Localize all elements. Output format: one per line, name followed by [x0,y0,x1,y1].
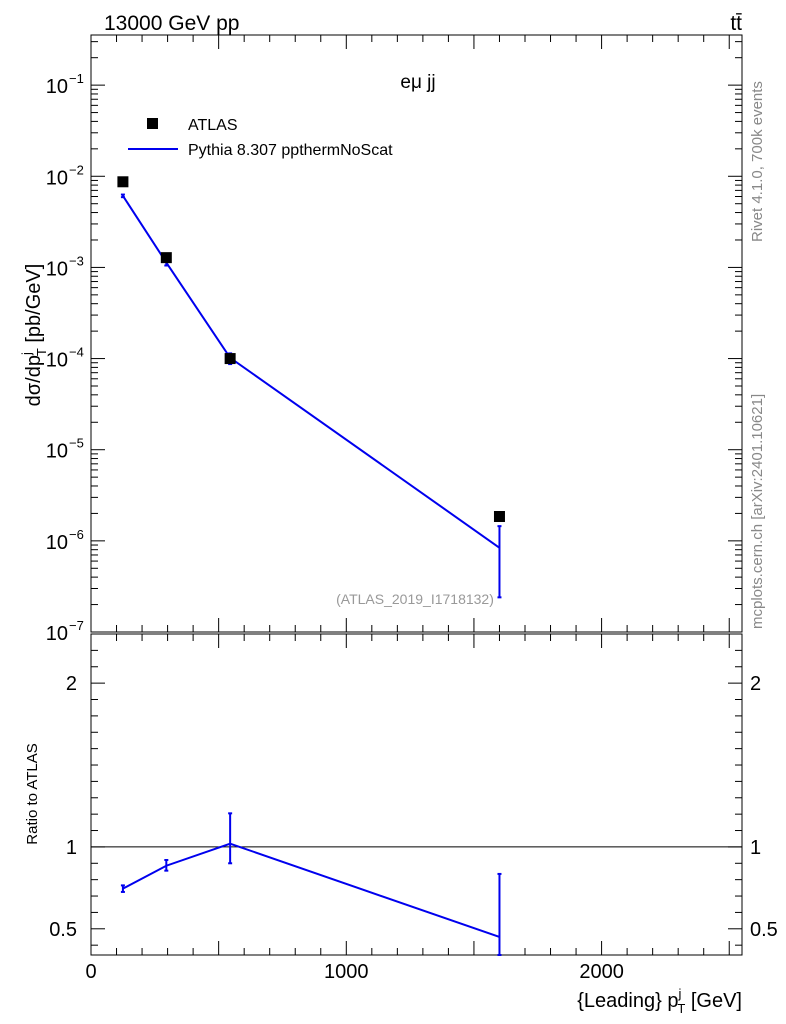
rivet-label: Rivet 4.1.0, 700k events [749,81,766,242]
ratio-y-tick-label-left: 2 [66,673,77,695]
main-y-tick-exponent: −1 [69,71,84,86]
atlas-data-point [224,353,236,365]
legend-atlas-marker [147,118,158,129]
main-y-tick-label: 10 [46,441,68,463]
atlas-data-point [493,511,505,523]
legend-atlas-label: ATLAS [188,117,238,134]
main-y-tick-labels: 10−710−610−510−410−310−210−1 [46,71,84,645]
legend: ATLAS Pythia 8.307 ppthermNoScat [128,117,393,159]
ratio-axis-ticks [90,634,742,955]
atlas-data-point [117,176,129,188]
main-y-tick-exponent: −6 [69,527,84,542]
ratio-mc-series [120,812,502,956]
legend-pythia-label: Pythia 8.307 ppthermNoScat [188,142,393,159]
main-y-tick-label: 10 [46,532,68,554]
ratio-y-tick-label-right: 1 [750,837,761,859]
analysis-watermark: (ATLAS_2019_I1718132) [336,591,494,607]
ratio-y-tick-label-left: 0.5 [49,919,77,941]
ratio-y-tick-labels: 0.5 0.5 1 1 2 2 [49,673,778,941]
main-y-axis-label: dσ/dpjT [pb/GeV] [19,264,49,407]
main-y-tick-exponent: −4 [69,345,84,360]
mcplots-label: mcplots.cern.ch [arXiv:2401.10621] [749,394,766,629]
atlas-data-point [160,252,172,264]
main-data-series [117,176,505,523]
main-y-tick-label: 10 [46,623,68,645]
ratio-y-tick-label-right: 2 [750,673,761,695]
x-tick-labels: 0 1000 2000 [85,961,623,983]
main-y-tick-label: 10 [46,258,68,280]
ratio-y-tick-label-left: 1 [66,837,77,859]
ratio-mc-line [122,842,500,938]
energy-label: 13000 GeV pp [104,12,239,35]
main-plot-frame [90,34,743,633]
main-y-tick-exponent: −2 [69,162,84,177]
main-y-tick-exponent: −5 [69,436,84,451]
process-label: tt̄ [730,12,742,35]
main-y-tick-label: 10 [46,167,68,189]
x-tick-label: 0 [85,961,96,983]
x-tick-label: 2000 [579,961,624,983]
ratio-plot-frame [90,633,743,956]
main-y-tick-label: 10 [46,76,68,98]
x-axis-label: {Leading} pj T [GeV] [577,986,742,1016]
ratio-y-tick-label-right: 0.5 [750,919,778,941]
main-mc-series [120,193,502,599]
x-tick-label: 1000 [324,961,369,983]
mc-line [122,195,501,549]
ratio-y-axis-label: Ratio to ATLAS [24,743,41,844]
main-y-tick-label: 10 [46,350,68,372]
main-y-tick-exponent: −3 [69,253,84,268]
panel-title: eμ jj [400,72,435,93]
main-axis-ticks [90,35,742,633]
main-y-tick-exponent: −7 [69,618,84,633]
